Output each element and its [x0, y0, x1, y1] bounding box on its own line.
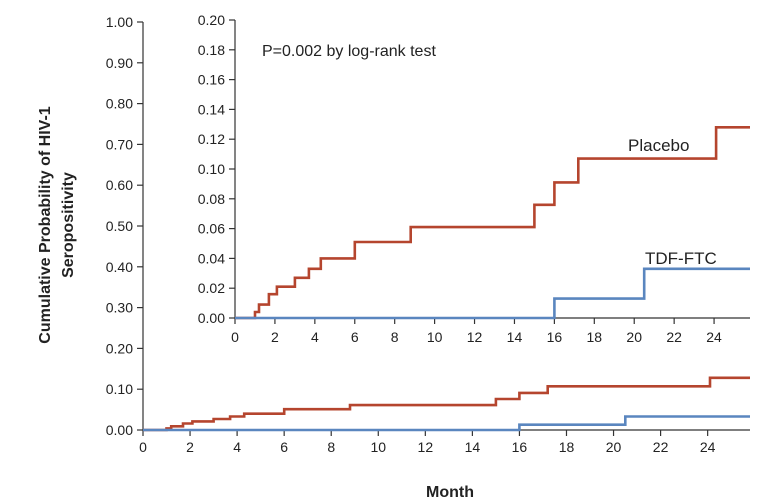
inset-y-tick-label: 0.02 — [198, 280, 225, 296]
main-x-tick-label: 6 — [280, 439, 288, 455]
main-x-tick-label: 4 — [233, 439, 241, 455]
inset-x-tick-label: 24 — [706, 329, 722, 345]
main-x-tick-label: 16 — [512, 439, 528, 455]
main-y-tick-label: 0.30 — [106, 300, 133, 316]
main-x-tick-label: 8 — [327, 439, 335, 455]
inset-y-tick-label: 0.06 — [198, 221, 225, 237]
y-axis-title-line: Seropositivity — [60, 172, 77, 278]
inset-axes: 0.00 0.02 0.04 0.06 0.08 0.10 0.12 0.14 0.16 0.18… — [198, 12, 750, 345]
p-value-annotation: P=0.002 by log-rank test — [262, 43, 436, 60]
inset-x-tick-label: 0 — [231, 329, 239, 345]
main-x-tick-label: 12 — [418, 439, 434, 455]
main-x-tick-label: 18 — [559, 439, 575, 455]
main-axes: 0.00 0.10 0.20 0.30 0.40 0.50 0.60 0.70 0.80 0.90… — [37, 14, 750, 500]
legend-label-tdf-ftc: TDF-FTC — [645, 249, 717, 268]
inset-x-tick-label: 18 — [587, 329, 603, 345]
inset-y-tick-label: 0.12 — [198, 131, 225, 147]
main-line-placebo — [143, 376, 750, 432]
inset-y-tick-label: 0.10 — [198, 161, 225, 177]
inset-x-tick-label: 10 — [427, 329, 443, 345]
main-y-tick-label: 0.80 — [106, 96, 133, 112]
inset-x-tick-label: 8 — [391, 329, 399, 345]
main-y-tick-label: 0.70 — [106, 136, 133, 152]
inset-y-tick-label: 0.14 — [198, 101, 225, 117]
y-axis-title-line: Cumulative Probability of HIV-1 — [37, 106, 54, 343]
main-x-tick-label: 0 — [139, 439, 147, 455]
inset-y-tick-label: 0.16 — [198, 72, 225, 88]
main-y-tick-label: 0.50 — [106, 218, 133, 234]
main-x-tick-label: 22 — [653, 439, 669, 455]
main-y-tick-label: 0.60 — [106, 177, 133, 193]
inset-x-tick-label: 20 — [626, 329, 642, 345]
inset-x-tick-label: 12 — [467, 329, 483, 345]
main-y-tick-label: 0.40 — [106, 259, 133, 275]
inset-x-tick-label: 2 — [271, 329, 279, 345]
inset-x-tick-label: 14 — [507, 329, 523, 345]
main-x-tick-label: 14 — [465, 439, 481, 455]
main-y-tick-label: 0.00 — [106, 422, 133, 438]
main-y-tick-label: 0.90 — [106, 55, 133, 71]
inset-y-tick-label: 0.08 — [198, 191, 225, 207]
inset-x-tick-label: 22 — [666, 329, 682, 345]
inset-x-tick-label: 16 — [547, 329, 563, 345]
main-y-tick-label: 0.20 — [106, 340, 133, 356]
inset-y-tick-label: 0.20 — [198, 12, 225, 28]
inset-x-tick-label: 6 — [351, 329, 359, 345]
main-line-tdf-ftc — [143, 415, 750, 432]
inset-y-tick-label: 0.00 — [198, 310, 225, 326]
main-x-tick-label: 24 — [700, 439, 716, 455]
main-x-tick-label: 2 — [186, 439, 194, 455]
main-x-tick-label: 10 — [370, 439, 386, 455]
inset-line-placebo — [235, 126, 750, 320]
main-x-tick-label: 20 — [606, 439, 622, 455]
main-y-tick-label: 1.00 — [106, 14, 133, 30]
x-axis-title: Month — [426, 484, 474, 500]
inset-y-tick-label: 0.04 — [198, 250, 225, 266]
inset-x-tick-label: 4 — [311, 329, 319, 345]
inset-y-tick-label: 0.18 — [198, 42, 225, 58]
main-y-tick-label: 0.10 — [106, 381, 133, 397]
inset-line-tdf-ftc — [235, 267, 750, 320]
legend-label-placebo: Placebo — [628, 136, 689, 155]
